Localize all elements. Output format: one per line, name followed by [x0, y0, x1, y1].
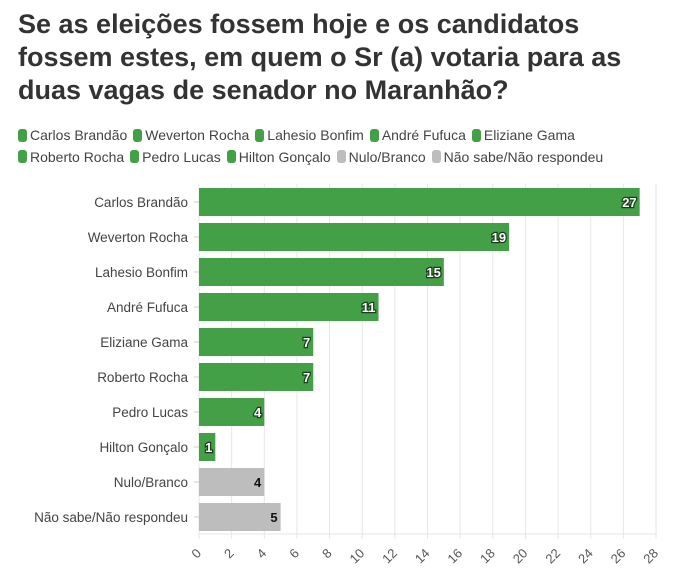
legend-swatch — [18, 128, 27, 142]
legend-label: Carlos Brandão — [30, 127, 128, 143]
category-label: Pedro Lucas — [112, 405, 188, 420]
legend-item[interactable]: Eliziane Gama — [471, 125, 575, 145]
legend-label: Roberto Rocha — [30, 148, 125, 165]
category-label: Hilton Gonçalo — [99, 440, 188, 455]
legend-item[interactable]: Não sabe/Não respondeu — [431, 147, 604, 167]
x-tick-label: 0 — [188, 546, 204, 562]
bar — [199, 398, 265, 426]
data-label: 11 — [362, 300, 376, 315]
bar — [199, 328, 314, 356]
x-tick-label: 4 — [254, 546, 270, 562]
x-tick-label: 10 — [346, 546, 367, 567]
data-label: 1 — [205, 440, 212, 455]
category-label: Não sabe/Não respondeu — [34, 510, 188, 525]
x-tick-label: 18 — [477, 546, 498, 567]
bar — [199, 363, 314, 391]
legend-swatch — [226, 150, 236, 163]
bar — [199, 468, 265, 496]
legend-swatch — [336, 150, 346, 163]
category-label: Carlos Brandão — [94, 195, 188, 210]
legend-item[interactable]: Carlos Brandão — [18, 125, 127, 145]
legend-label: Não sabe/Não respondeu — [443, 148, 604, 165]
legend-item[interactable]: Pedro Lucas — [130, 147, 221, 167]
legend-label: Pedro Lucas — [142, 148, 221, 165]
x-tick-label: 2 — [221, 546, 237, 562]
category-label: André Fufuca — [107, 300, 189, 315]
legend-item[interactable]: Weverton Rocha — [133, 125, 249, 145]
legend-label: Hilton Gonçalo — [238, 148, 331, 165]
x-tick-label: 12 — [379, 546, 400, 567]
bar — [199, 223, 510, 251]
legend-label: Eliziane Gama — [483, 127, 575, 143]
bar — [199, 188, 640, 216]
x-tick-label: 22 — [542, 546, 563, 567]
bar — [199, 258, 444, 286]
x-tick-label: 8 — [319, 546, 335, 562]
legend-swatch — [130, 150, 140, 163]
x-tick-label: 14 — [412, 546, 433, 567]
category-label: Weverton Rocha — [88, 230, 189, 245]
legend-item[interactable]: André Fufuca — [369, 125, 466, 145]
chart-title: Se as eleições fossem hoje e os candidat… — [18, 9, 622, 105]
legend-swatch — [431, 150, 441, 163]
legend-item[interactable]: Roberto Rocha — [18, 147, 124, 167]
x-tick-label: 24 — [575, 546, 596, 567]
legend-label: Lahesio Bonfim — [267, 127, 364, 143]
legend-item[interactable]: Lahesio Bonfim — [255, 125, 364, 145]
data-label: 4 — [254, 405, 262, 420]
data-label: 7 — [303, 370, 310, 385]
data-label: 15 — [426, 265, 440, 280]
x-tick-label: 16 — [444, 546, 465, 567]
data-label: 5 — [270, 510, 277, 525]
category-label: Roberto Rocha — [97, 370, 188, 385]
legend-swatch — [369, 128, 379, 142]
bar — [199, 293, 379, 321]
legend-swatch — [133, 128, 143, 142]
legend-swatch — [471, 128, 481, 142]
legend-label: Nulo/Branco — [348, 148, 426, 165]
legend-label: Weverton Rocha — [145, 127, 250, 143]
x-tick-label: 26 — [608, 546, 629, 567]
category-label: Lahesio Bonfim — [95, 265, 188, 280]
data-label: 27 — [622, 195, 636, 210]
data-label: 4 — [254, 475, 262, 490]
bar — [199, 433, 216, 461]
legend-item[interactable]: Hilton Gonçalo — [226, 147, 331, 167]
data-label: 19 — [492, 230, 506, 245]
category-label: Eliziane Gama — [100, 335, 188, 350]
legend: Carlos Brandão Weverton Rocha Lahesio Bonf… — [18, 125, 678, 168]
data-label: 7 — [303, 335, 310, 350]
legend-item[interactable]: Nulo/Branco — [336, 147, 426, 167]
bar — [199, 503, 281, 531]
x-tick-label: 20 — [510, 546, 531, 567]
legend-label: André Fufuca — [381, 127, 466, 143]
legend-swatch — [255, 128, 265, 142]
x-tick-label: 28 — [640, 546, 661, 567]
legend-swatch — [18, 150, 27, 163]
category-label: Nulo/Branco — [114, 475, 188, 490]
x-tick-label: 6 — [286, 546, 302, 562]
